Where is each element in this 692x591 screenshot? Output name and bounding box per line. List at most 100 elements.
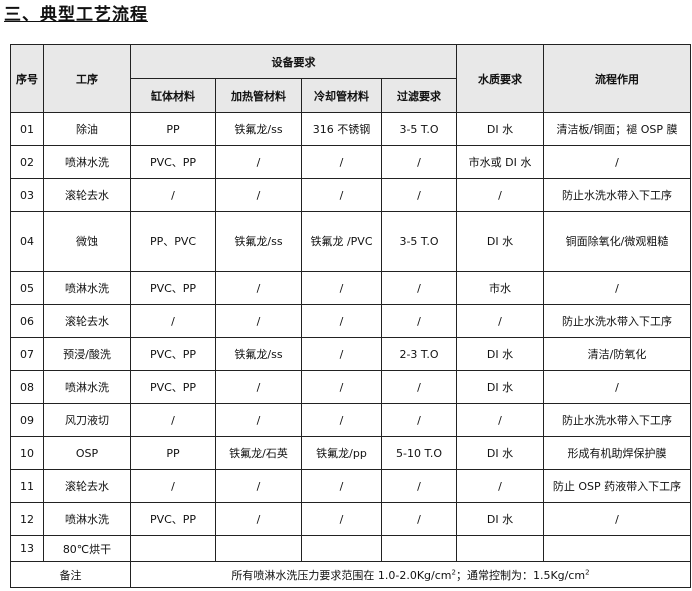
cell-no: 10 bbox=[10, 436, 44, 470]
table-row: 10 OSP PP 铁氟龙/石英 铁氟龙/pp 5-10 T.O DI 水形成有机助焊保护膜 bbox=[10, 436, 691, 470]
cell-tank: / bbox=[130, 178, 216, 212]
cell-water: 市水或 DI 水 bbox=[456, 145, 544, 179]
note-sup-1: 2 bbox=[451, 567, 456, 576]
cell-cooler: 铁氟龙/pp bbox=[301, 436, 382, 470]
cell-process: 喷淋水洗 bbox=[43, 271, 131, 305]
cell-process: 喷淋水洗 bbox=[43, 145, 131, 179]
cell-water: DI 水 bbox=[456, 112, 544, 146]
cell-heater: / bbox=[215, 145, 302, 179]
cell-no: 12 bbox=[10, 502, 44, 536]
cell-purpose: 铜面除氧化/微观粗糙 bbox=[543, 211, 691, 272]
cell-tank: PVC、PP bbox=[130, 145, 216, 179]
note-text-1: 所有喷淋水洗压力要求范围在 1.0-2.0Kg/cm bbox=[231, 568, 452, 582]
cell-water: / bbox=[456, 178, 544, 212]
note-text-2: ；通常控制为：1.5Kg/cm bbox=[455, 568, 586, 582]
cell-cooler: / bbox=[301, 145, 382, 179]
cell-no: 13 bbox=[10, 535, 44, 562]
table-row: 03 滚轮去水 / / / / / 防止水洗水带入下工序 bbox=[10, 178, 691, 212]
cell-water: DI 水 bbox=[456, 211, 544, 272]
header-heater: 加热管材料 bbox=[215, 78, 302, 113]
note-sup-2: 2 bbox=[585, 567, 590, 576]
cell-filter: 3-5 T.O bbox=[381, 112, 457, 146]
note-label: 备注 bbox=[10, 561, 131, 588]
cell-heater: 铁氟龙/ss bbox=[215, 337, 302, 371]
cell-tank bbox=[130, 535, 216, 562]
cell-no: 03 bbox=[10, 178, 44, 212]
cell-filter: / bbox=[381, 403, 457, 437]
cell-water: 市水 bbox=[456, 271, 544, 305]
table-row: 08 喷淋水洗 PVC、PP / / / DI 水 / bbox=[10, 370, 691, 404]
cell-filter: / bbox=[381, 145, 457, 179]
header-tank: 缸体材料 bbox=[130, 78, 216, 113]
cell-heater: 铁氟龙/石英 bbox=[215, 436, 302, 470]
cell-cooler bbox=[301, 535, 382, 562]
cell-cooler: / bbox=[301, 370, 382, 404]
cell-no: 07 bbox=[10, 337, 44, 371]
cell-filter: 2-3 T.O bbox=[381, 337, 457, 371]
cell-process: 滚轮去水 bbox=[43, 469, 131, 503]
cell-purpose bbox=[543, 535, 691, 562]
cell-filter: / bbox=[381, 304, 457, 338]
cell-cooler: 316 不锈钢 bbox=[301, 112, 382, 146]
table-row: 05 喷淋水洗 PVC、PP / / / 市水 / bbox=[10, 271, 691, 305]
cell-tank: PVC、PP bbox=[130, 271, 216, 305]
table-row: 02 喷淋水洗 PVC、PP / / / 市水或 DI 水 / bbox=[10, 145, 691, 179]
cell-cooler: / bbox=[301, 403, 382, 437]
cell-heater: / bbox=[215, 403, 302, 437]
cell-filter bbox=[381, 535, 457, 562]
cell-filter: / bbox=[381, 271, 457, 305]
cell-cooler: / bbox=[301, 469, 382, 503]
cell-purpose: 防止水洗水带入下工序 bbox=[543, 178, 691, 212]
cell-tank: PVC、PP bbox=[130, 502, 216, 536]
header-filter: 过滤要求 bbox=[381, 78, 457, 113]
table-row: 09 风刀液切 / / / / / 防止水洗水带入下工序 bbox=[10, 403, 691, 437]
cell-heater: / bbox=[215, 178, 302, 212]
header-cooler: 冷却管材料 bbox=[301, 78, 382, 113]
cell-process: 风刀液切 bbox=[43, 403, 131, 437]
cell-filter: / bbox=[381, 370, 457, 404]
table-row: 06 滚轮去水 / / / / / 防止水洗水带入下工序 bbox=[10, 304, 691, 338]
cell-filter: 5-10 T.O bbox=[381, 436, 457, 470]
cell-process: OSP bbox=[43, 436, 131, 470]
cell-filter: / bbox=[381, 502, 457, 536]
cell-water: DI 水 bbox=[456, 337, 544, 371]
cell-water bbox=[456, 535, 544, 562]
cell-purpose: 清洁/防氧化 bbox=[543, 337, 691, 371]
cell-process: 滚轮去水 bbox=[43, 304, 131, 338]
table-row: 07 预浸/酸洗 PVC、PP 铁氟龙/ss/2-3 T.O DI 水清洁/防氧化 bbox=[10, 337, 691, 371]
cell-purpose: / bbox=[543, 271, 691, 305]
cell-process: 80℃烘干 bbox=[43, 535, 131, 562]
cell-water: / bbox=[456, 304, 544, 338]
section-title: 三、典型工艺流程 bbox=[4, 5, 148, 25]
cell-purpose: 形成有机助焊保护膜 bbox=[543, 436, 691, 470]
cell-purpose: 防止 OSP 药液带入下工序 bbox=[543, 469, 691, 503]
cell-no: 02 bbox=[10, 145, 44, 179]
note-text: 所有喷淋水洗压力要求范围在 1.0-2.0Kg/cm2；通常控制为：1.5Kg/… bbox=[130, 561, 691, 588]
table-row: 11 滚轮去水 / / / / / 防止 OSP 药液带入下工序 bbox=[10, 469, 691, 503]
cell-process: 预浸/酸洗 bbox=[43, 337, 131, 371]
cell-cooler: / bbox=[301, 502, 382, 536]
cell-tank: PVC、PP bbox=[130, 370, 216, 404]
cell-heater: / bbox=[215, 370, 302, 404]
cell-water: DI 水 bbox=[456, 436, 544, 470]
cell-cooler: / bbox=[301, 271, 382, 305]
header-equipment: 设备要求 bbox=[130, 44, 457, 79]
cell-tank: / bbox=[130, 304, 216, 338]
process-table: 序号 工序 设备要求 水质要求 流程作用 缸体材料 加热管材料 冷却管材料 过滤… bbox=[10, 44, 691, 588]
cell-no: 04 bbox=[10, 211, 44, 272]
cell-purpose: 清洁板/铜面；褪 OSP 膜 bbox=[543, 112, 691, 146]
table-row: 01 除油 PP 铁氟龙/ss 316 不锈钢 3-5 T.O DI 水清洁板/铜面；褪 O… bbox=[10, 112, 691, 146]
cell-no: 09 bbox=[10, 403, 44, 437]
cell-process: 喷淋水洗 bbox=[43, 502, 131, 536]
table-row: 12 喷淋水洗 PVC、PP / / / DI 水 / bbox=[10, 502, 691, 536]
cell-purpose: 防止水洗水带入下工序 bbox=[543, 403, 691, 437]
cell-no: 08 bbox=[10, 370, 44, 404]
cell-tank: / bbox=[130, 403, 216, 437]
cell-process: 除油 bbox=[43, 112, 131, 146]
cell-filter: / bbox=[381, 469, 457, 503]
cell-cooler: / bbox=[301, 178, 382, 212]
cell-water: DI 水 bbox=[456, 502, 544, 536]
cell-tank: PVC、PP bbox=[130, 337, 216, 371]
cell-filter: 3-5 T.O bbox=[381, 211, 457, 272]
cell-tank: / bbox=[130, 469, 216, 503]
